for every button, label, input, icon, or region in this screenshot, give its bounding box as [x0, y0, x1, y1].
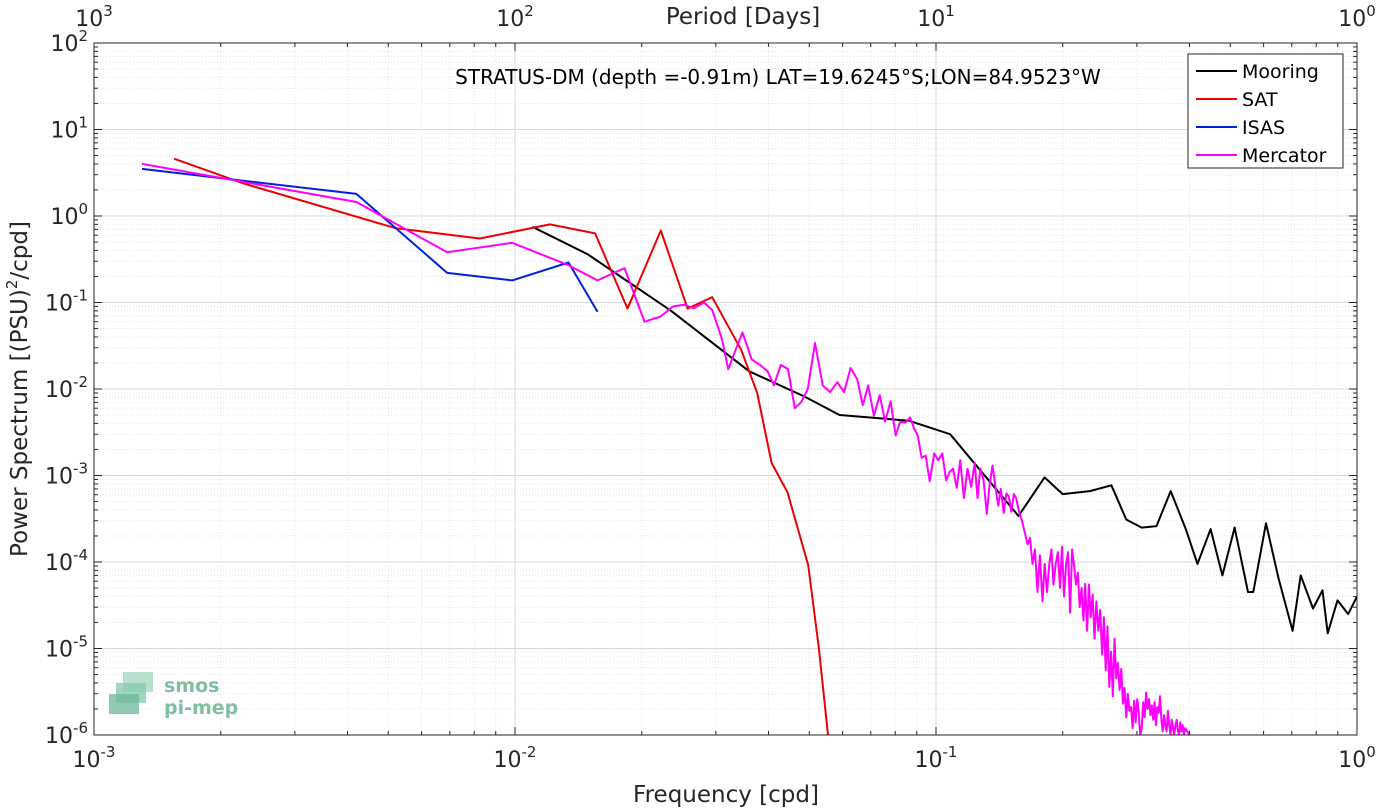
tick-marks: [93, 42, 1358, 736]
legend-label-mercator: Mercator: [1242, 145, 1327, 167]
logo-tile-3: [109, 694, 139, 714]
y-tick-label-exponent: -4: [73, 546, 88, 564]
legend-label-mooring: Mooring: [1242, 61, 1319, 83]
series-layer: [141, 157, 1357, 735]
y-axis-label-tail: /cpd]: [7, 221, 33, 280]
x2-tick-label: 102: [496, 2, 534, 32]
x2-tick-label-base: 10: [496, 7, 524, 32]
y-axis-label: Power Spectrum [(PSU)2/cpd]: [3, 221, 33, 557]
x-tick-label: 10-2: [494, 743, 537, 773]
legend: Mooring SAT ISAS Mercator: [1187, 53, 1344, 169]
legend-box: [1187, 53, 1344, 169]
y-tick-label-exponent: 1: [78, 114, 88, 132]
x-tick-label-exponent: -3: [101, 743, 116, 761]
legend-label-sat: SAT: [1242, 89, 1278, 111]
y-tick-label: 100: [50, 200, 88, 230]
y-axis-label-sup: 2: [3, 280, 21, 290]
x2-tick-label-exponent: 0: [1366, 2, 1376, 20]
x-tick-label-exponent: -2: [522, 743, 537, 761]
x2-tick-label: 100: [1338, 2, 1376, 32]
y-tick-label-exponent: -5: [73, 633, 88, 651]
y-tick-label: 102: [50, 27, 88, 57]
y-tick-label: 10-2: [45, 373, 88, 403]
x-axis-label: Frequency [cpd]: [633, 782, 819, 808]
y-tick-label: 10-4: [45, 546, 88, 576]
x-tick-label: 10-3: [73, 743, 116, 773]
legend-entry-isas: ISAS: [1196, 117, 1285, 139]
x-tick-label-base: 10: [915, 748, 943, 773]
y-tick-label-base: 10: [45, 378, 73, 403]
logo-text-pi-mep: pi-mep: [164, 697, 238, 719]
minor-grid: [94, 43, 1357, 735]
chart-title: STRATUS-DM (depth =-0.91m) LAT=19.6245°S…: [455, 65, 1101, 89]
legend-items: Mooring SAT ISAS Mercator: [1196, 61, 1327, 167]
legend-entry-sat: SAT: [1196, 89, 1278, 111]
y-tick-label-exponent: -6: [73, 719, 88, 737]
y-tick-label-base: 10: [45, 292, 73, 317]
x-tick-label-exponent: 0: [1366, 743, 1376, 761]
x2-tick-label: 103: [75, 2, 113, 32]
y-tick-label-base: 10: [45, 465, 73, 490]
y-tick-label-base: 10: [50, 32, 78, 57]
y-tick-label: 10-5: [45, 633, 88, 663]
y-tick-label-exponent: -1: [73, 287, 88, 305]
y-tick-label-base: 10: [45, 638, 73, 663]
series-line-sat: [173, 157, 829, 735]
x-tick-label-base: 10: [494, 748, 522, 773]
y-tick-label-exponent: -3: [73, 460, 88, 478]
y-tick-label-base: 10: [50, 205, 78, 230]
x2-tick-label-base: 10: [75, 7, 103, 32]
legend-entry-mercator: Mercator: [1196, 145, 1327, 167]
y-axis-label-main: Power Spectrum [(PSU): [7, 289, 33, 557]
y-tick-label-exponent: 2: [78, 27, 88, 45]
x-tick-label-exponent: -1: [943, 743, 958, 761]
x-tick-label: 100: [1338, 743, 1376, 773]
y-tick-label-exponent: 0: [78, 200, 88, 218]
series-line-mooring: [531, 225, 1357, 635]
y-tick-label-exponent: -2: [73, 373, 88, 391]
logo-text-smos: smos: [164, 675, 219, 697]
x2-tick-label-base: 10: [917, 7, 945, 32]
x2-tick-label-exponent: 3: [103, 2, 113, 20]
y-tick-label-base: 10: [45, 724, 73, 749]
y-tick-label-base: 10: [50, 119, 78, 144]
legend-entry-mooring: Mooring: [1196, 61, 1319, 83]
x2-tick-label: 101: [917, 2, 955, 32]
legend-label-isas: ISAS: [1242, 117, 1285, 139]
x2-tick-label-base: 10: [1338, 7, 1366, 32]
y-tick-label: 10-1: [45, 287, 88, 317]
series-line-mercator: [141, 162, 1191, 735]
y-tick-label: 101: [50, 114, 88, 144]
y-tick-label: 10-3: [45, 460, 88, 490]
x-tick-label-base: 10: [1338, 748, 1366, 773]
x-tick-label-base: 10: [73, 748, 101, 773]
smos-pi-mep-logo: smos pi-mep: [109, 672, 238, 719]
top-x-axis-label: Period [Days]: [666, 4, 820, 30]
x2-tick-label-exponent: 1: [945, 2, 955, 20]
x-tick-label: 10-1: [915, 743, 958, 773]
y-tick-label-base: 10: [45, 551, 73, 576]
x2-tick-label-exponent: 2: [524, 2, 534, 20]
series-line-isas: [141, 167, 599, 313]
y-tick-label: 10-6: [45, 719, 88, 749]
